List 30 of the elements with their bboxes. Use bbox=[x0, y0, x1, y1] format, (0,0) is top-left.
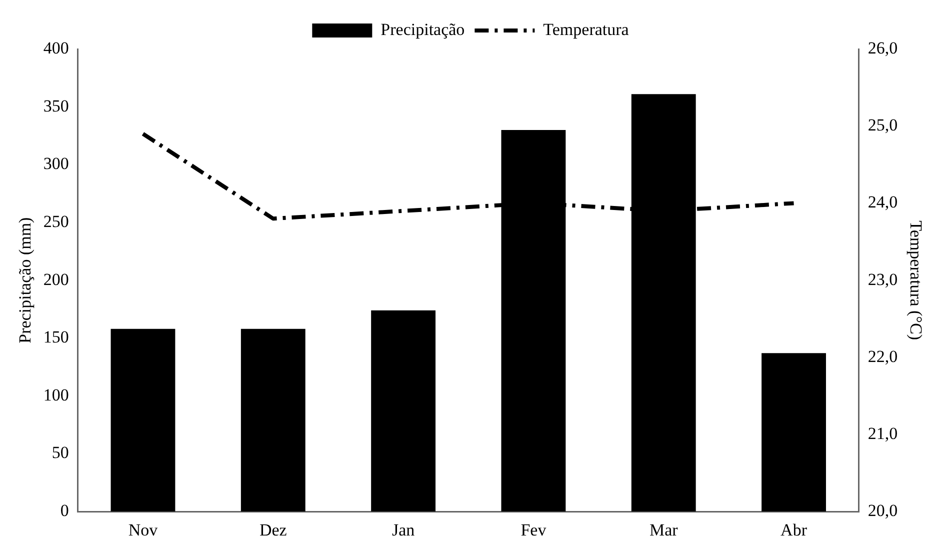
bar bbox=[240, 328, 306, 512]
y2-tick-label: 26,0 bbox=[868, 38, 898, 58]
x-tick-label: Abr bbox=[780, 520, 808, 540]
y2-tick-label: 20,0 bbox=[868, 501, 898, 520]
bar bbox=[371, 310, 436, 512]
y-tick-label: 50 bbox=[52, 443, 69, 462]
x-tick-label: Fev bbox=[520, 520, 547, 540]
x-tick-label: Jan bbox=[392, 520, 416, 540]
y2-tick-label: 24,0 bbox=[868, 192, 898, 212]
y-tick-label: 250 bbox=[43, 212, 69, 231]
y2-tick-label: 23,0 bbox=[868, 270, 898, 289]
y-tick-label: 100 bbox=[43, 385, 69, 404]
y-axis-title: Precipitação (mm) bbox=[16, 217, 35, 344]
y2-tick-label: 25,0 bbox=[868, 116, 898, 135]
x-tick-label: Nov bbox=[128, 520, 158, 540]
y-tick-label: 150 bbox=[43, 328, 69, 347]
x-tick-label: Dez bbox=[259, 520, 288, 540]
y-tick-label: 350 bbox=[43, 96, 69, 116]
y2-tick-label: 22,0 bbox=[868, 346, 898, 366]
y-tick-label: 400 bbox=[43, 38, 69, 58]
legend-label: Precipitação bbox=[380, 20, 465, 39]
bar bbox=[762, 353, 826, 512]
legend-label: Temperatura bbox=[543, 20, 630, 39]
bar bbox=[110, 328, 176, 512]
y2-tick-label: 21,0 bbox=[868, 424, 898, 443]
y-tick-label: 200 bbox=[43, 270, 69, 289]
y2-axis-title: Temperatura (°C) bbox=[906, 220, 926, 340]
y-tick-label: 300 bbox=[43, 154, 69, 174]
x-tick-label: Mar bbox=[649, 520, 678, 540]
y-tick-label: 0 bbox=[60, 501, 69, 520]
